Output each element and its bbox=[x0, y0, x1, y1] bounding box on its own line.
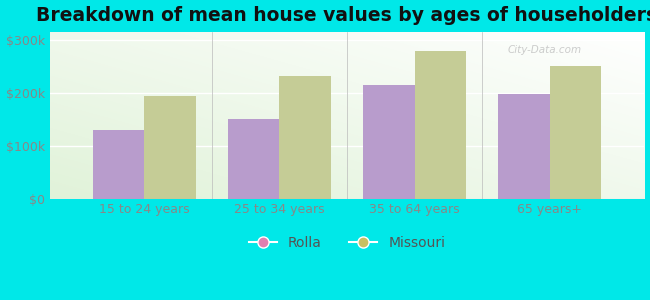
Bar bbox=[550, 66, 601, 199]
Bar bbox=[228, 119, 280, 199]
Bar bbox=[280, 76, 331, 199]
Bar bbox=[363, 85, 415, 199]
Text: City-Data.com: City-Data.com bbox=[508, 45, 582, 56]
Bar bbox=[415, 51, 466, 199]
Legend: Rolla, Missouri: Rolla, Missouri bbox=[243, 230, 450, 255]
Bar bbox=[144, 96, 196, 199]
Title: Breakdown of mean house values by ages of householders: Breakdown of mean house values by ages o… bbox=[36, 6, 650, 25]
Bar bbox=[499, 94, 550, 199]
Bar bbox=[93, 130, 144, 199]
